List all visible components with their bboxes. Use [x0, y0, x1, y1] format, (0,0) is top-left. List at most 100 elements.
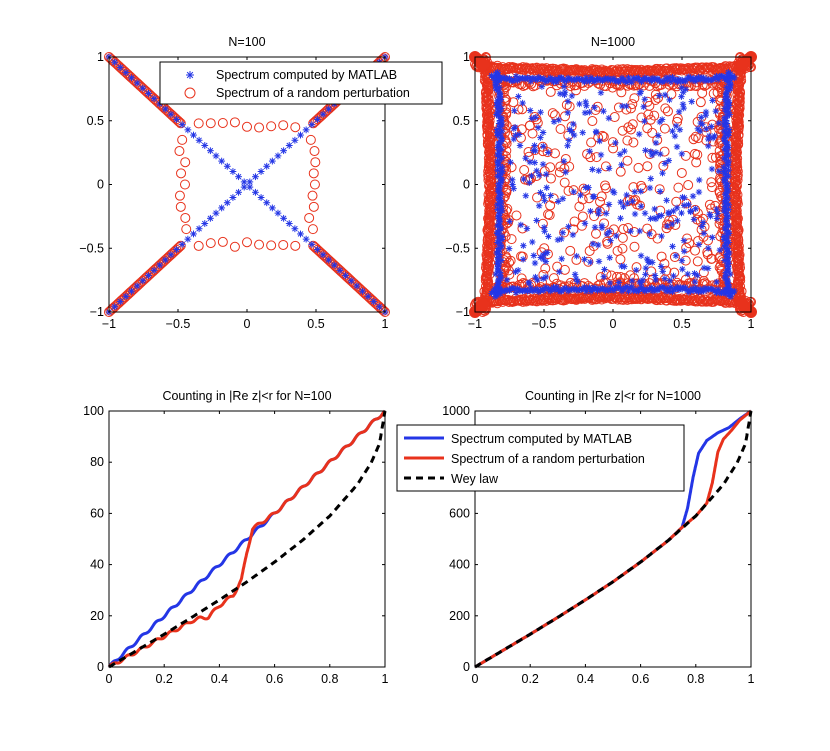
plot-area	[469, 51, 757, 318]
perturbation-point	[180, 157, 191, 168]
asterisk-stroke	[168, 111, 174, 118]
perturbation-point	[309, 179, 320, 190]
perturbation-point	[653, 92, 664, 103]
perturbation-point	[290, 122, 301, 133]
perturbation-point	[629, 93, 640, 104]
matlab-point	[190, 131, 197, 139]
matlab-point	[178, 121, 186, 129]
perturbation-point	[602, 238, 613, 249]
asterisk-stroke	[128, 288, 135, 294]
matlab-point	[370, 298, 378, 305]
perturbation-point	[217, 236, 228, 247]
perturbation-point	[607, 82, 618, 93]
perturbation-point	[712, 87, 723, 98]
perturbation-point	[308, 168, 319, 179]
matlab-point	[184, 235, 192, 243]
perturbation-point	[673, 182, 684, 193]
perturbation-point	[647, 274, 658, 285]
matlab-point	[375, 303, 383, 311]
asterisk-stroke	[111, 59, 118, 66]
perturbation-point	[585, 152, 596, 163]
perturbation-point	[278, 120, 289, 131]
asterisk-stroke	[721, 128, 727, 134]
matlab-point	[235, 173, 242, 181]
perturbation-point	[615, 254, 626, 265]
matlab-point	[347, 277, 355, 285]
perturbation-point	[695, 97, 706, 108]
asterisk-stroke	[348, 277, 355, 284]
matlab-point	[122, 69, 130, 77]
perturbation-point	[661, 223, 672, 234]
perturbation-point	[636, 112, 647, 123]
perturbation-point	[175, 240, 186, 251]
matlab-point	[263, 199, 271, 207]
matlab-point	[133, 282, 141, 290]
asterisk-stroke	[725, 158, 732, 164]
matlab-point	[145, 272, 152, 279]
matlab-point	[218, 157, 226, 165]
asterisk-stroke	[185, 127, 191, 133]
matlab-point	[498, 127, 506, 135]
matlab-point	[720, 154, 728, 162]
matlab-point	[184, 126, 192, 134]
matlab-point	[297, 131, 304, 139]
asterisk-stroke	[258, 194, 264, 201]
asterisk-stroke	[648, 284, 654, 291]
asterisk-stroke	[499, 155, 505, 161]
asterisk-stroke	[252, 189, 259, 196]
asterisk-stroke	[139, 277, 146, 284]
asterisk-stroke	[213, 153, 219, 159]
perturbation-point	[560, 111, 571, 122]
perturbation-point	[543, 209, 554, 220]
perturbation-point	[527, 128, 538, 139]
asterisk-stroke	[297, 231, 304, 237]
matlab-point	[229, 168, 237, 175]
x-tick-label: 1	[382, 317, 389, 331]
perturbation-point	[254, 122, 265, 133]
asterisk-stroke	[725, 167, 732, 173]
asterisk-stroke	[499, 164, 506, 170]
matlab-point	[167, 251, 175, 259]
perturbation-point	[180, 212, 191, 223]
asterisk-stroke	[541, 75, 547, 82]
plot-area	[104, 52, 390, 317]
asterisk-stroke	[365, 293, 371, 300]
asterisk-stroke	[280, 215, 287, 222]
asterisk-stroke	[303, 127, 309, 133]
asterisk-stroke	[669, 74, 676, 80]
asterisk-stroke	[162, 106, 169, 112]
perturbation-point	[545, 86, 556, 97]
perturbation-point	[628, 137, 639, 148]
y-tick-label: −1	[90, 305, 104, 319]
asterisk-stroke	[528, 285, 534, 291]
asterisk-stroke	[725, 245, 731, 252]
perturbation-point	[172, 243, 183, 254]
perturbation-point	[266, 240, 277, 251]
perturbation-point	[690, 131, 701, 142]
asterisk-stroke	[269, 158, 276, 164]
perturbation-point	[309, 146, 320, 157]
perturbation-point	[307, 190, 318, 201]
perturbation-point	[642, 96, 653, 107]
panel-scatter-n100: N=100 −1 −0.5 0 0.5 1 −1 −0.5 0 0.5 1 Spectrum co…	[79, 35, 443, 331]
matlab-point	[116, 64, 124, 71]
legend-swatch-perturbation	[184, 87, 196, 99]
asterisk-stroke	[635, 75, 641, 81]
matlab-point	[291, 225, 299, 233]
perturbation-point	[617, 243, 628, 254]
asterisk-stroke	[286, 142, 293, 149]
perturbation-point	[508, 97, 519, 108]
asterisk-stroke	[297, 132, 304, 138]
matlab-point	[235, 188, 242, 196]
matlab-point	[268, 157, 276, 165]
perturbation-point	[629, 241, 640, 252]
x-tick-label: −1	[102, 317, 116, 331]
perturbation-point	[549, 148, 560, 159]
asterisk-stroke	[173, 116, 180, 123]
matlab-point	[252, 173, 259, 181]
axis-ticks: −1 −0.5 0 0.5 1 −1 −0.5 0 0.5 1	[79, 50, 388, 331]
asterisk-stroke	[308, 241, 315, 248]
perturbation-point	[542, 147, 553, 158]
asterisk-stroke	[331, 262, 338, 268]
asterisk-stroke	[727, 271, 733, 277]
